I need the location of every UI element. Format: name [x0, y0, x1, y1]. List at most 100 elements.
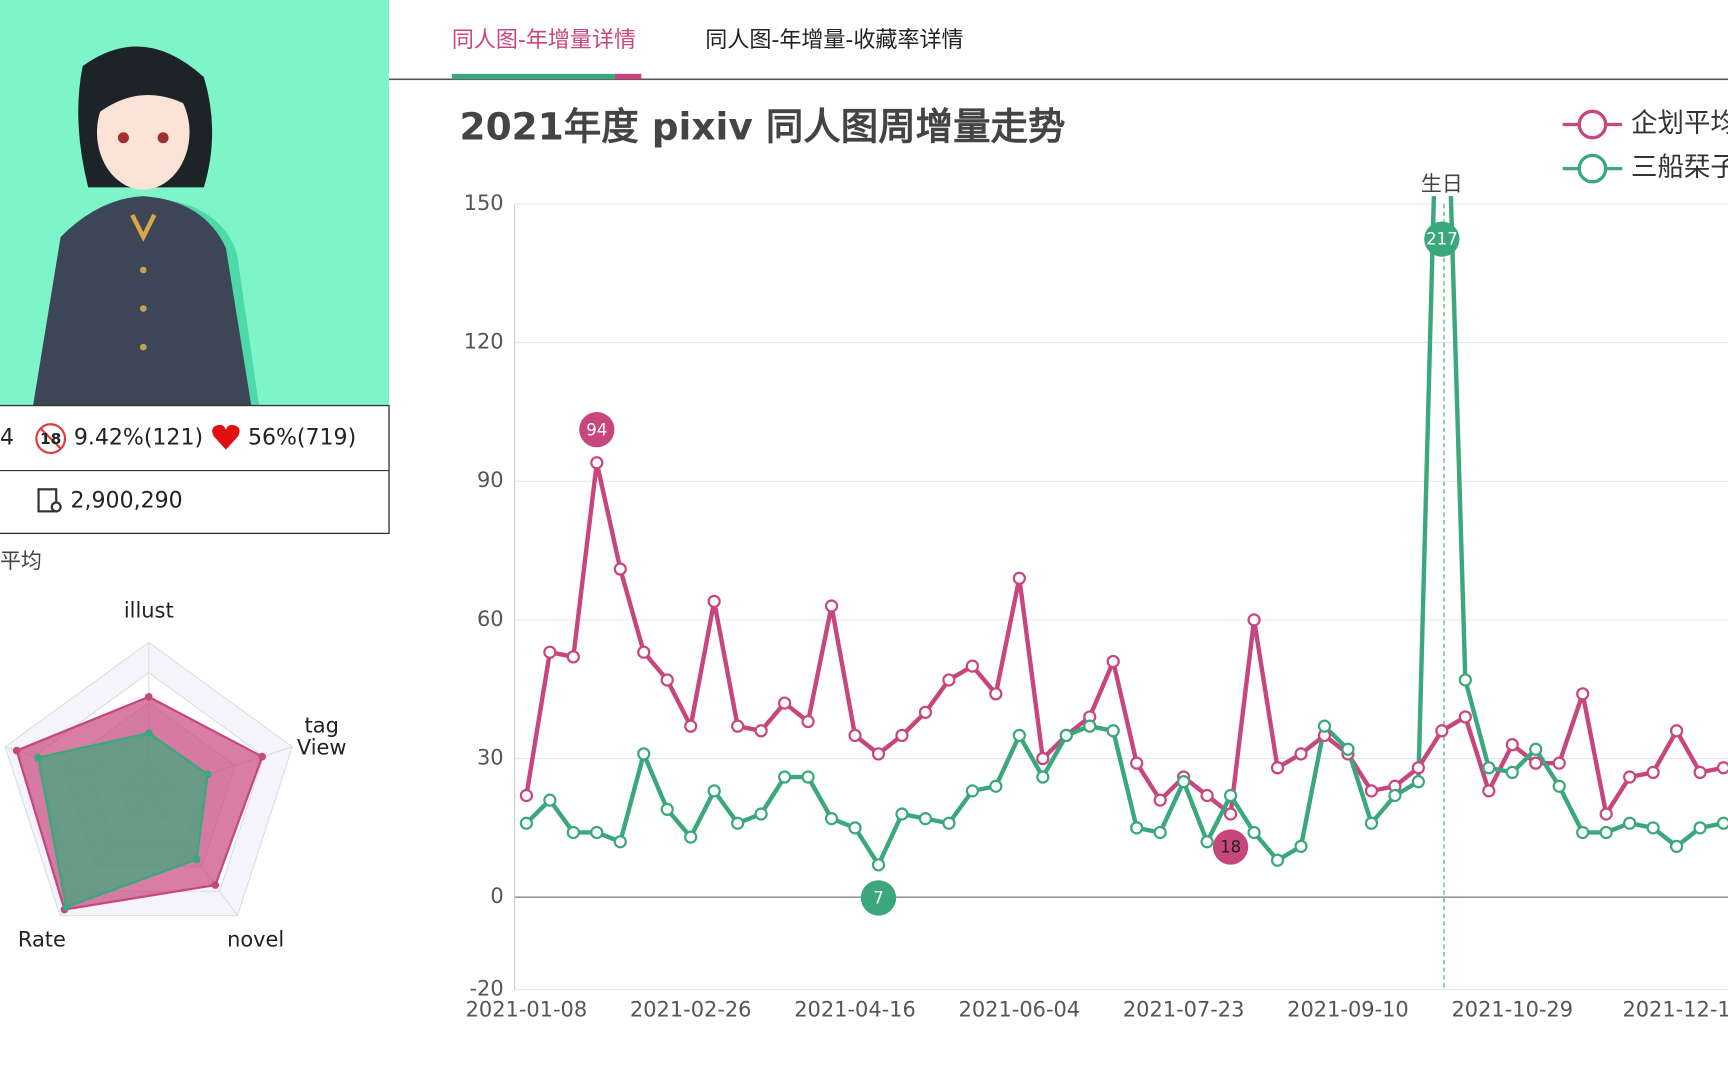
series-point	[566, 650, 580, 664]
stat-views: 2,900,290	[71, 488, 183, 513]
y-tick-label: 30	[477, 746, 504, 770]
pin-marker	[1424, 221, 1460, 257]
y-tick-label: 120	[464, 330, 504, 354]
legend-marker	[1577, 153, 1608, 184]
radar-point	[144, 692, 153, 701]
series-point	[1294, 839, 1308, 853]
series-point	[660, 673, 674, 687]
series-point	[1270, 853, 1285, 867]
radar-point	[12, 746, 21, 755]
series-point	[1059, 728, 1073, 743]
series-point	[777, 770, 792, 784]
series-point	[660, 802, 674, 816]
y-tick-label: 90	[477, 468, 504, 492]
pin-label: 217	[1426, 230, 1458, 249]
series-point	[754, 724, 768, 738]
pin-marker	[860, 880, 897, 916]
series-point	[566, 825, 580, 840]
series-point	[1223, 788, 1238, 803]
x-tick-label: 2021-02-26	[630, 998, 752, 1022]
tab-active[interactable]: 同人图-年增量详情	[452, 28, 636, 53]
chart-title: 2021年度 pixiv 同人图周增量走势	[460, 104, 1066, 148]
series-point	[1036, 770, 1050, 784]
series-point	[519, 788, 534, 803]
radar-label: tag View	[297, 713, 347, 759]
radar-chart: illust tag View novel Rate	[4, 599, 347, 952]
radar-point	[62, 903, 71, 911]
legend-marker	[1577, 109, 1608, 140]
series-point	[637, 747, 651, 761]
radar-point	[192, 855, 201, 864]
radar-point	[211, 881, 220, 889]
series-point	[1505, 765, 1519, 780]
series-point	[1599, 807, 1613, 821]
series-point	[965, 784, 979, 798]
pin-marker	[1212, 829, 1249, 865]
radar-legend: 平均	[0, 549, 42, 573]
series-point	[1012, 728, 1026, 743]
radar-point	[203, 770, 212, 779]
x-tick-label: 2021-09-10	[1287, 998, 1409, 1022]
stats-box: 4 18 9.42%(121) 56%(719) 2,900,290	[0, 404, 390, 535]
series-point	[1435, 724, 1449, 738]
series-point	[1036, 751, 1050, 766]
series-point	[1646, 821, 1660, 835]
series-point	[1716, 816, 1728, 830]
series-point	[942, 673, 956, 687]
series-point	[684, 719, 698, 733]
x-tick-label: 2021-04-16	[794, 998, 916, 1022]
series-point	[918, 812, 933, 826]
annotation-label: 生日	[1421, 172, 1463, 196]
series-point	[1552, 756, 1566, 770]
x-tick-label: 2021-07-23	[1123, 998, 1245, 1022]
series-point	[965, 659, 979, 673]
y-tick-label: 150	[464, 191, 504, 215]
series-point	[1200, 835, 1214, 849]
series-point	[754, 807, 768, 821]
series-point	[1505, 738, 1519, 752]
series-point	[848, 728, 862, 743]
series-point	[1130, 756, 1144, 770]
series-point	[1012, 571, 1026, 585]
x-tick-label: 2021-12-1	[1622, 998, 1728, 1022]
series-point	[1200, 788, 1214, 803]
series-point	[1716, 761, 1728, 775]
series-point	[707, 784, 721, 798]
line-chart: 2021年度 pixiv 同人图周增量走势 -20 0 30 60 90 120 150 20…	[460, 104, 1728, 1022]
series-point	[1623, 770, 1637, 784]
series-point	[1576, 825, 1590, 840]
series-point	[613, 835, 627, 849]
series-line	[524, 460, 1724, 817]
series-point	[848, 821, 862, 835]
pin-label: 18	[1220, 838, 1241, 857]
pin-label: 7	[873, 888, 884, 907]
pin-marker	[579, 412, 615, 448]
radar-label: novel	[227, 928, 284, 952]
series-point	[895, 728, 909, 743]
series-point	[519, 816, 534, 830]
radar-point	[144, 729, 153, 737]
series-point	[1106, 724, 1120, 738]
radar-label: Rate	[18, 928, 66, 952]
series-point	[1317, 719, 1332, 733]
r18-icon: 18	[40, 430, 61, 448]
series-point	[590, 456, 604, 470]
series-point	[989, 687, 1003, 701]
series-point	[1529, 756, 1543, 770]
series-point	[1482, 761, 1496, 775]
series-point	[1364, 784, 1379, 798]
series-point	[1411, 761, 1425, 775]
tab[interactable]: 同人图-年增量-收藏率详情	[705, 28, 963, 53]
series-point	[1599, 825, 1613, 840]
series-point	[1669, 724, 1684, 738]
series-point	[1153, 793, 1167, 807]
stat-r18: 9.42%(121)	[74, 426, 203, 451]
series-point	[543, 793, 557, 807]
series-point	[801, 770, 815, 784]
series-point	[590, 825, 604, 840]
legend-label: 三船栞子	[1631, 152, 1728, 183]
series-point	[1576, 687, 1590, 701]
series-point	[871, 747, 886, 761]
series-point	[824, 599, 839, 613]
